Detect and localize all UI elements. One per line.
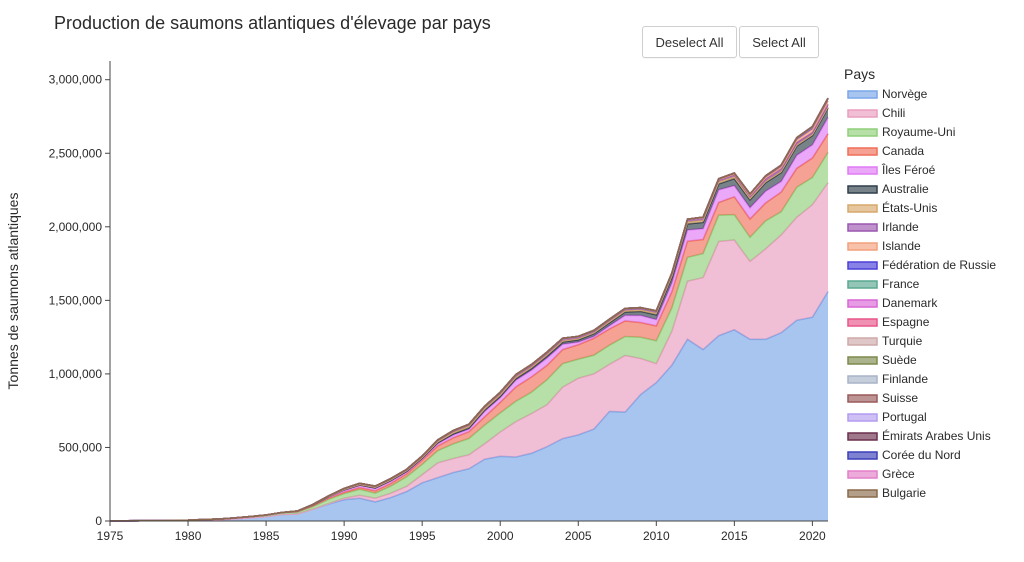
legend-swatch bbox=[847, 299, 878, 308]
y-tick-label: 3,000,000 bbox=[49, 73, 103, 87]
legend-swatch bbox=[847, 147, 878, 156]
legend-swatch bbox=[847, 185, 878, 194]
deselect-all-button[interactable]: Deselect All bbox=[642, 26, 737, 58]
x-tick-label: 1980 bbox=[175, 529, 202, 543]
legend-item-suisse[interactable]: Suisse bbox=[847, 391, 918, 405]
legend-swatch bbox=[847, 90, 878, 99]
legend-swatch bbox=[847, 128, 878, 137]
legend-swatch bbox=[847, 470, 878, 479]
legend-label: Chili bbox=[882, 106, 905, 120]
legend-swatch bbox=[847, 280, 878, 289]
y-tick-label: 1,000,000 bbox=[49, 367, 103, 381]
line-bulgarie bbox=[109, 97, 829, 522]
legend-item-islande[interactable]: Islande bbox=[847, 239, 921, 253]
x-tick-label: 2005 bbox=[565, 529, 592, 543]
legend-item-iles-feroe[interactable]: Îles Féroé bbox=[847, 162, 936, 177]
legend-swatch bbox=[847, 489, 878, 498]
legend-label: Australie bbox=[882, 182, 929, 196]
legend-label: Royaume-Uni bbox=[882, 125, 955, 139]
legend-item-australie[interactable]: Australie bbox=[847, 182, 929, 196]
legend-label: Fédération de Russie bbox=[882, 258, 996, 272]
legend-label: Espagne bbox=[882, 315, 930, 329]
y-tick-label: 0 bbox=[95, 514, 102, 528]
legend-label: Portugal bbox=[882, 410, 927, 424]
area-norvege bbox=[110, 291, 828, 521]
legend-item-suede[interactable]: Suède bbox=[847, 353, 917, 367]
legend-swatch bbox=[847, 337, 878, 346]
legend-label: Corée du Nord bbox=[882, 448, 961, 462]
legend-label: Norvège bbox=[882, 87, 928, 101]
area-royaume-uni bbox=[110, 152, 828, 521]
legend-swatch bbox=[847, 242, 878, 251]
legend-label: Finlande bbox=[882, 372, 928, 386]
legend-item-emirats-arabes-unis[interactable]: Émirats Arabes Unis bbox=[847, 428, 991, 443]
legend-swatch bbox=[847, 394, 878, 403]
legend-swatch bbox=[847, 451, 878, 460]
x-tick-label: 1975 bbox=[97, 529, 124, 543]
legend-item-bulgarie[interactable]: Bulgarie bbox=[847, 486, 926, 500]
legend-swatch bbox=[847, 204, 878, 213]
legend-item-federation-de-russie[interactable]: Fédération de Russie bbox=[847, 258, 996, 272]
x-tick-label: 2000 bbox=[487, 529, 514, 543]
legend-swatch bbox=[847, 318, 878, 327]
x-tick-label: 2020 bbox=[799, 529, 826, 543]
plot-areas bbox=[109, 97, 829, 522]
legend-label: Danemark bbox=[882, 296, 938, 310]
y-axis-label: Tonnes de saumons atlantiques bbox=[5, 193, 21, 390]
legend-label: Irlande bbox=[882, 220, 919, 234]
legend-item-portugal[interactable]: Portugal bbox=[847, 410, 927, 424]
legend-swatch bbox=[847, 375, 878, 384]
legend-item-canada[interactable]: Canada bbox=[847, 144, 924, 158]
legend-item-norvege[interactable]: Norvège bbox=[847, 87, 928, 101]
page-title: Production de saumons atlantiques d'élev… bbox=[54, 13, 491, 33]
legend-item-royaume-uni[interactable]: Royaume-Uni bbox=[847, 125, 955, 139]
legend-item-grece[interactable]: Grèce bbox=[847, 467, 915, 481]
x-tick-label: 1985 bbox=[253, 529, 280, 543]
legend-item-danemark[interactable]: Danemark bbox=[847, 296, 938, 310]
legend-title: Pays bbox=[844, 66, 875, 82]
y-tick-label: 500,000 bbox=[59, 440, 103, 454]
legend: Pays Norvège Chili Royaume-Uni Canada Îles Fé… bbox=[844, 66, 996, 500]
legend-item-espagne[interactable]: Espagne bbox=[847, 315, 930, 329]
x-tick-label: 2010 bbox=[643, 529, 670, 543]
legend-item-chili[interactable]: Chili bbox=[847, 106, 905, 120]
legend-swatch bbox=[847, 109, 878, 118]
legend-swatch bbox=[847, 356, 878, 365]
legend-item-etats-unis[interactable]: États-Unis bbox=[847, 200, 937, 215]
legend-swatch bbox=[847, 223, 878, 232]
legend-label: Grèce bbox=[882, 467, 915, 481]
x-tick-label: 1990 bbox=[331, 529, 358, 543]
legend-label: États-Unis bbox=[882, 200, 937, 215]
legend-swatch bbox=[847, 432, 878, 441]
legend-label: Îles Féroé bbox=[881, 162, 936, 177]
select-all-button[interactable]: Select All bbox=[739, 26, 819, 58]
y-tick-label: 2,500,000 bbox=[49, 146, 103, 160]
axes: 1975 1980 1985 1990 1995 2000 2005 2010 2015 2020… bbox=[5, 61, 828, 543]
y-tick-label: 1,500,000 bbox=[49, 293, 103, 307]
x-tick-label: 1995 bbox=[409, 529, 436, 543]
legend-swatch bbox=[847, 413, 878, 422]
legend-label: Suède bbox=[882, 353, 917, 367]
legend-item-france[interactable]: France bbox=[847, 277, 920, 291]
legend-swatch bbox=[847, 166, 878, 175]
legend-item-coree-du-nord[interactable]: Corée du Nord bbox=[847, 448, 961, 462]
legend-label: Bulgarie bbox=[882, 486, 926, 500]
legend-label: France bbox=[882, 277, 920, 291]
x-tick-label: 2015 bbox=[721, 529, 748, 543]
y-tick-label: 2,000,000 bbox=[49, 220, 103, 234]
legend-swatch bbox=[847, 261, 878, 270]
legend-label: Émirats Arabes Unis bbox=[882, 428, 991, 443]
legend-label: Canada bbox=[882, 144, 924, 158]
legend-label: Turquie bbox=[882, 334, 923, 348]
legend-item-finlande[interactable]: Finlande bbox=[847, 372, 928, 386]
legend-label: Suisse bbox=[882, 391, 918, 405]
legend-label: Islande bbox=[882, 239, 921, 253]
legend-item-turquie[interactable]: Turquie bbox=[847, 334, 923, 348]
legend-item-irlande[interactable]: Irlande bbox=[847, 220, 919, 234]
